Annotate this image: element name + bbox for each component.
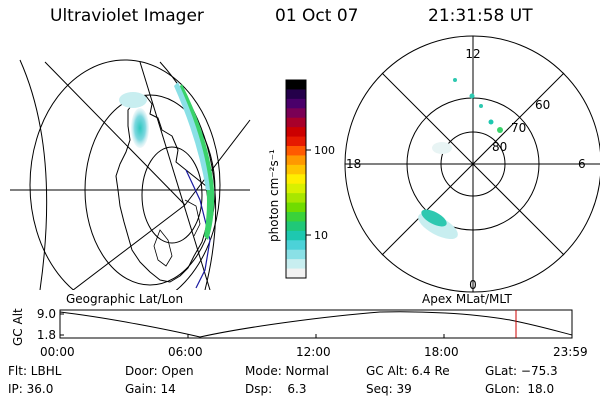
colorbar-segment [286, 259, 306, 270]
polar-plot [344, 35, 600, 293]
door-status: Door: Open [125, 364, 194, 378]
polar-diagonal [381, 72, 565, 256]
aurora-patch [131, 108, 149, 148]
aurora-oval-band [178, 84, 215, 240]
colorbar-segment [286, 146, 306, 156]
meridian-line [72, 204, 186, 290]
meridian-line [139, 61, 211, 290]
instrument-title: Ultraviolet Imager [50, 6, 204, 26]
time-tick-label: 06:00 [168, 345, 203, 359]
meridian-line [19, 59, 48, 290]
mlt-label-0: 0 [469, 278, 477, 292]
aurora-patch [421, 209, 447, 227]
dayside-boundary [185, 169, 211, 289]
mode-status: Mode: Normal [245, 364, 329, 378]
aurora-dot [453, 78, 457, 82]
globe-limb [29, 59, 221, 290]
colorbar-segment [286, 117, 306, 128]
mlt-label-18: 18 [346, 157, 361, 171]
mlt-label-12: 12 [465, 47, 480, 61]
latitude-ring-inner [141, 146, 203, 244]
aurora-dot [497, 127, 503, 133]
mlat-label-60: 60 [535, 98, 550, 112]
aurora-patch [432, 142, 452, 154]
gain-status: Gain: 14 [125, 382, 176, 396]
filter-status: Flt: LBHL [8, 364, 62, 378]
alt-tick-label: 9.0 [37, 307, 56, 321]
geo-panel-title: Geographic Lat/Lon [66, 292, 184, 306]
colorbar-segment [286, 155, 306, 166]
colorbar-frame [285, 79, 307, 279]
mlat-label-70: 70 [511, 121, 526, 135]
aurora-patch [119, 92, 147, 108]
aurora-dot [479, 104, 483, 108]
colorbar-segment [286, 268, 306, 279]
colorbar-segment [286, 98, 306, 109]
aurora-dot [488, 119, 494, 125]
apex-panel-title: Apex MLat/MLT [422, 292, 512, 306]
colorbar-segment [286, 174, 306, 185]
mlt-label-6: 6 [578, 157, 586, 171]
colorbar-segment [286, 230, 306, 241]
colorbar-segment [286, 80, 306, 90]
aurora-dot [469, 93, 475, 99]
time-tick-label: 12:00 [296, 345, 331, 359]
time-label: 21:31:58 UT [428, 6, 533, 26]
colorbar-tick-label: 10 [314, 229, 328, 242]
glon-status: GLon: 18.0 [485, 382, 555, 396]
time-tick-label: 23:59 [553, 345, 588, 359]
colorbar-segment [286, 164, 306, 175]
colorbar-segment [286, 193, 306, 204]
color-scale-bar [285, 79, 307, 279]
colorbar-segment [286, 108, 306, 119]
altitude-curve [59, 311, 573, 338]
colorbar-segment [286, 202, 306, 213]
dsp-status: Dsp: 6.3 [245, 382, 307, 396]
colorbar-unit-label: photon cm⁻²s⁻¹ [267, 149, 281, 242]
geographic-map [10, 59, 251, 290]
mlat-label-80: 80 [492, 140, 507, 154]
glat-status: GLat: −75.3 [485, 364, 558, 378]
date-label: 01 Oct 07 [275, 6, 359, 26]
colorbar-segment [286, 212, 306, 222]
time-tick-label: 18:00 [424, 345, 459, 359]
colorbar-segment [286, 183, 306, 194]
aurora-oval-edge [174, 82, 210, 190]
seq-status: Seq: 39 [366, 382, 412, 396]
colorbar-segment [286, 127, 306, 138]
gc-alt-status: GC Alt: 6.4 Re [366, 364, 450, 378]
colorbar-segment [286, 89, 306, 100]
time-tick-label: 00:00 [40, 345, 75, 359]
altitude-ylabel: GC Alt [11, 308, 25, 346]
coastline [115, 95, 213, 283]
colorbar-segment [286, 221, 306, 232]
coastline-detail [153, 229, 173, 267]
coastline-detail [184, 199, 201, 237]
colorbar-tick-label: 100 [314, 144, 335, 157]
meridian-line [44, 61, 186, 206]
alt-tick-label: 1.8 [37, 328, 56, 342]
colorbar-segment [286, 136, 306, 147]
ip-status: IP: 36.0 [8, 382, 54, 396]
colorbar-segment [286, 249, 306, 260]
colorbar-segment [286, 240, 306, 251]
